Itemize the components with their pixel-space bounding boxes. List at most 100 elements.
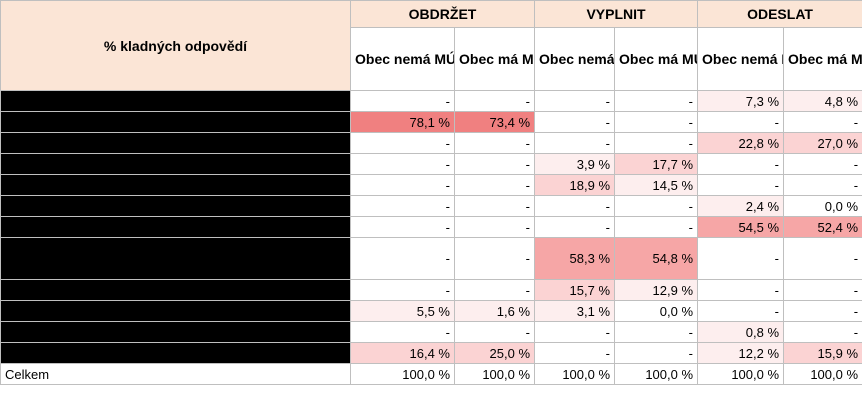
table-cell: -: [534, 342, 616, 364]
row-label: [0, 153, 351, 175]
table-cell: 15,9 %: [783, 342, 862, 364]
group-header-vyplnit: VYPLNIT: [534, 0, 699, 28]
table-cell: -: [453, 174, 536, 196]
total-cell: 100,0 %: [350, 363, 455, 385]
table-cell: -: [350, 237, 455, 280]
subheader: Obec nemá MÚ ani SÚ: [534, 27, 616, 91]
table-cell: 18,9 %: [534, 174, 616, 196]
table-cell: -: [453, 153, 536, 175]
total-cell: 100,0 %: [614, 363, 699, 385]
total-cell: 100,0 %: [783, 363, 862, 385]
table-cell: -: [453, 195, 536, 217]
subheader: Obec nemá MÚ ani SÚ: [350, 27, 455, 91]
table-cell: 17,7 %: [614, 153, 699, 175]
row-label: [0, 279, 351, 301]
total-cell: 100,0 %: [453, 363, 536, 385]
table-row: 5,5 % 1,6 % 3,1 % 0,0 % - -: [0, 300, 862, 322]
table-cell: -: [614, 195, 699, 217]
table-row: 78,1 % 73,4 % - - - -: [0, 111, 862, 133]
table-cell: 25,0 %: [453, 342, 536, 364]
row-label: [0, 300, 351, 322]
row-label: [0, 216, 351, 238]
table-cell: 54,8 %: [614, 237, 699, 280]
table-row: - -18,9 % 14,5 % - -: [0, 174, 862, 196]
table-cell: -: [697, 174, 785, 196]
group-header-odeslat: ODESLAT: [697, 0, 862, 28]
table-cell: 7,3 %: [697, 90, 785, 112]
table-row: - - - -2,4 % 0,0 %: [0, 195, 862, 217]
table-cell: -: [350, 132, 455, 154]
row-label: [0, 237, 351, 280]
table-cell: 58,3 %: [534, 237, 616, 280]
table-cell: -: [783, 153, 862, 175]
table-cell: 27,0 %: [783, 132, 862, 154]
table-cell: 14,5 %: [614, 174, 699, 196]
table-cell: 54,5 %: [697, 216, 785, 238]
table-cell: 2,4 %: [697, 195, 785, 217]
row-label: [0, 174, 351, 196]
table-cell: 0,0 %: [614, 300, 699, 322]
subheader: Obec nemá MÚ ani SÚ: [697, 27, 785, 91]
table-body: - - - -7,3 % 4,8 % 78,1 % 73,4 % - - - - - - - -22,8 %…: [0, 90, 862, 385]
table-cell: -: [697, 279, 785, 301]
table-cell: -: [614, 321, 699, 343]
subheader: Obec má MÚ ani SÚ: [783, 27, 862, 91]
table-cell: -: [350, 90, 455, 112]
table-cell: -: [614, 132, 699, 154]
table-cell: 22,8 %: [697, 132, 785, 154]
table-cell: -: [614, 342, 699, 364]
table-cell: -: [614, 90, 699, 112]
table-cell: -: [350, 321, 455, 343]
table-cell: -: [697, 237, 785, 280]
row-label: [0, 90, 351, 112]
table-cell: 4,8 %: [783, 90, 862, 112]
table-cell: 52,4 %: [783, 216, 862, 238]
table-cell: 15,7 %: [534, 279, 616, 301]
total-cell: 100,0 %: [697, 363, 785, 385]
table-cell: -: [534, 321, 616, 343]
table-cell: -: [534, 195, 616, 217]
table-cell: -: [453, 216, 536, 238]
table-row: - -3,9 % 17,7 % - -: [0, 153, 862, 175]
table-cell: -: [534, 132, 616, 154]
table-cell: -: [697, 300, 785, 322]
table-cell: -: [614, 111, 699, 133]
table-cell: 16,4 %: [350, 342, 455, 364]
table-cell: 0,8 %: [697, 321, 785, 343]
table-row: - - - -54,5 % 52,4 %: [0, 216, 862, 238]
total-row: Celkem 100,0 % 100,0 % 100,0 % 100,0 % 100,0 …: [0, 363, 862, 385]
table-row: - -58,3 % 54,8 % - -: [0, 237, 862, 280]
table-cell: -: [534, 90, 616, 112]
table-cell: 73,4 %: [453, 111, 536, 133]
subheader: Obec má MÚ ani SÚ: [453, 27, 536, 91]
group-header-obdrzet: OBDRŽET: [349, 0, 536, 28]
table-row: - - - -22,8 % 27,0 %: [0, 132, 862, 154]
table-cell: -: [453, 90, 536, 112]
subheader: Obec má MÚ ani SÚ: [614, 27, 699, 91]
table-cell: -: [783, 111, 862, 133]
row-label: [0, 321, 351, 343]
results-table: % kladných odpovědí OBDRŽET VYPLNIT ODES…: [0, 0, 862, 385]
table-cell: -: [783, 321, 862, 343]
table-cell: -: [350, 153, 455, 175]
table-row: 16,4 % 25,0 % - -12,2 % 15,9 %: [0, 342, 862, 364]
table-cell: -: [534, 111, 616, 133]
table-cell: 3,1 %: [534, 300, 616, 322]
table-cell: 5,5 %: [350, 300, 455, 322]
table-cell: -: [697, 153, 785, 175]
row-label: [0, 111, 351, 133]
row-label: [0, 342, 351, 364]
table-cell: -: [783, 237, 862, 280]
table-cell: -: [697, 111, 785, 133]
table-row: - - - -0,8 % -: [0, 321, 862, 343]
table-cell: 12,9 %: [614, 279, 699, 301]
table-cell: 3,9 %: [534, 153, 616, 175]
table-cell: -: [453, 279, 536, 301]
table-cell: -: [783, 300, 862, 322]
table-cell: 12,2 %: [697, 342, 785, 364]
table-cell: -: [783, 279, 862, 301]
table-cell: 1,6 %: [453, 300, 536, 322]
row-label: [0, 195, 351, 217]
table-cell: -: [453, 132, 536, 154]
table-cell: 78,1 %: [350, 111, 455, 133]
